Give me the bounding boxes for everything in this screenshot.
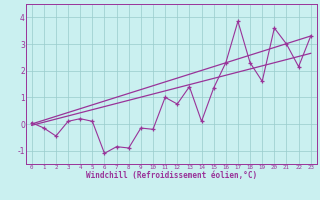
X-axis label: Windchill (Refroidissement éolien,°C): Windchill (Refroidissement éolien,°C) [86,171,257,180]
